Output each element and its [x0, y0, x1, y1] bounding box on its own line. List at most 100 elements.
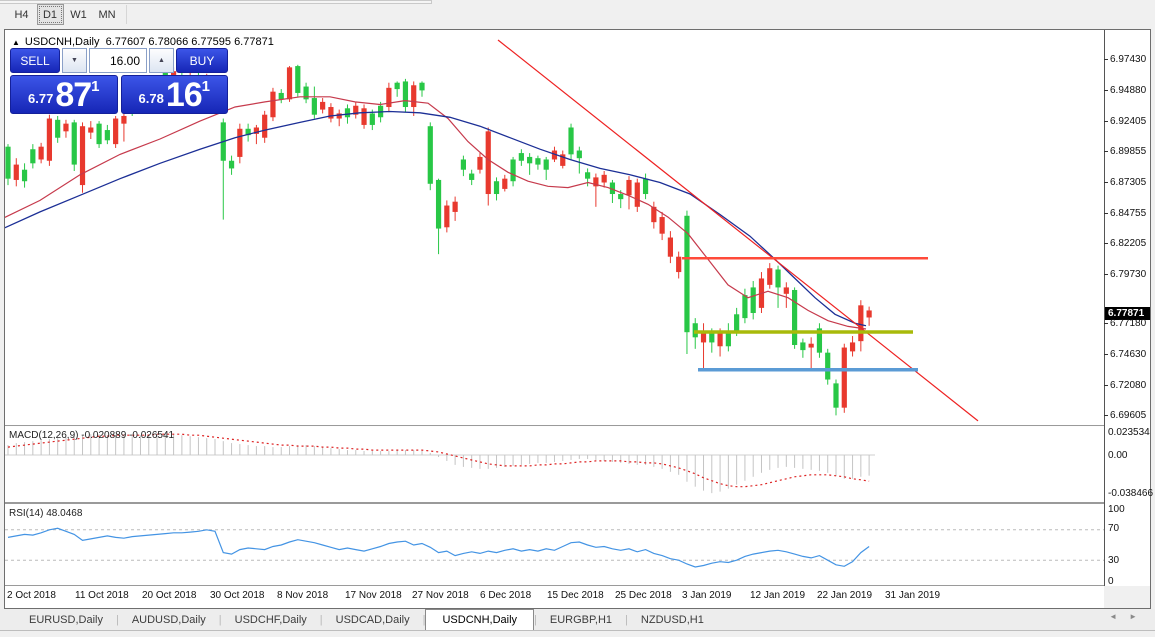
one-click-trading-panel: SELL ▼ 16.00 ▲ BUY 6.77 87 1 6.78 16 1 [10, 48, 228, 114]
macd-svg[interactable] [5, 427, 1104, 502]
tab-scroll-left-icon[interactable]: ◄ [1109, 612, 1118, 621]
timeframe-button-w1[interactable]: W1 [70, 8, 87, 21]
toolbar-groove [0, 0, 432, 4]
indicator-axis-label: 0.00 [1108, 450, 1128, 461]
symbol-title: USDCNH,Daily [24, 36, 100, 48]
candles-layer [5, 64, 872, 416]
x-axis-date-label: 31 Jan 2019 [885, 590, 941, 601]
symbol-tab-nzdusd-h1[interactable]: NZDUSD,H1 [640, 613, 704, 626]
symbol-tab-usdchf-daily[interactable]: USDCHF,Daily [234, 613, 307, 626]
sell-button[interactable]: SELL [10, 48, 60, 73]
x-axis-date-label: 30 Oct 2018 [210, 590, 265, 601]
tab-scroll-arrows: ◄ ► [1109, 612, 1137, 621]
x-axis-date-label: 20 Oct 2018 [142, 590, 197, 601]
x-axis-date-label: 17 Nov 2018 [345, 590, 402, 601]
tab-separator: | [422, 613, 426, 626]
chart-window-border [4, 608, 1151, 609]
volume-input[interactable]: 16.00 [89, 48, 147, 73]
current-price-box: 6.77871 [1105, 307, 1150, 320]
price-axis-label: 6.77180 [1110, 318, 1147, 329]
ma-fast-line [5, 96, 867, 330]
price-axis-tick [1104, 385, 1108, 386]
tab-separator: | [625, 613, 628, 626]
pane-separator [5, 585, 1150, 586]
price-axis-tick [1104, 243, 1108, 244]
rsi-pane[interactable] [5, 504, 1104, 585]
indicator-axis-label: 70 [1108, 523, 1120, 534]
timeframe-button-d1[interactable]: D1 [36, 4, 64, 25]
indicator-axis-label: 0 [1108, 576, 1114, 587]
price-axis-label: 6.87305 [1110, 177, 1147, 188]
collapse-arrow-icon[interactable]: ▲ [12, 38, 20, 47]
tab-separator: | [115, 613, 119, 626]
buy-quote-button[interactable]: 6.78 16 1 [120, 75, 228, 114]
indicator-axis-label: -0.038466 [1108, 488, 1154, 499]
symbol-tab-audusd-daily[interactable]: AUDUSD,Daily [131, 613, 206, 626]
x-axis-labels: 2 Oct 2018 11 Oct 2018 20 Oct 2018 30 Oct 2… [5, 586, 1104, 608]
sell-price-pips: 87 [55, 76, 92, 114]
rsi-line [7, 527, 870, 568]
symbol-tab-bar: EURUSD,Daily | AUDUSD,Daily | USDCHF,Daily | U… [0, 609, 1155, 631]
symbol-tab-usdcad-daily[interactable]: USDCAD,Daily [335, 613, 410, 626]
price-axis-label: 6.69605 [1110, 410, 1147, 421]
price-axis-tick [1104, 274, 1108, 275]
ohlc-values: 6.77607 6.78066 6.77595 6.77871 [105, 36, 274, 48]
pane-separator[interactable] [5, 502, 1150, 504]
x-axis-date-label: 27 Nov 2018 [412, 590, 469, 601]
x-axis-date-label: 11 Oct 2018 [75, 590, 129, 601]
price-axis-label: 6.74630 [1110, 349, 1147, 360]
x-axis-date-label: 15 Dec 2018 [547, 590, 604, 601]
price-axis-label: 6.79730 [1110, 269, 1147, 280]
price-axis-tick [1104, 90, 1108, 91]
rsi-svg[interactable] [5, 504, 1104, 585]
symbol-tab-eurusd-daily[interactable]: EURUSD,Daily [29, 613, 103, 626]
price-axis-label: 6.94880 [1110, 85, 1147, 96]
tab-separator: | [534, 613, 537, 626]
timeframe-button-mn[interactable]: MN [98, 8, 116, 21]
buy-button[interactable]: BUY [176, 48, 228, 73]
tab-separator: | [218, 613, 222, 626]
x-axis-date-label: 3 Jan 2019 [682, 590, 732, 601]
descending-trendline[interactable] [497, 39, 979, 422]
chevron-up-icon: ▲ [158, 57, 165, 64]
pane-separator[interactable] [5, 425, 1150, 427]
price-axis-label: 6.82205 [1110, 238, 1147, 249]
timeframe-toolbar: H4 D1 W1 MN [0, 0, 1155, 29]
volume-decrease-button[interactable]: ▼ [62, 48, 87, 73]
volume-increase-button[interactable]: ▲ [149, 48, 174, 73]
chart-window-border [4, 29, 5, 609]
price-axis-tick [1104, 323, 1108, 324]
x-axis-date-label: 25 Dec 2018 [615, 590, 672, 601]
macd-histogram [7, 433, 870, 494]
x-axis-date-label: 2 Oct 2018 [7, 590, 56, 601]
axis-divider [1104, 30, 1105, 586]
tab-scroll-right-icon[interactable]: ► [1129, 612, 1137, 621]
macd-pane[interactable] [5, 427, 1104, 502]
price-axis-tick [1104, 151, 1108, 152]
price-axis-tick [1104, 59, 1108, 60]
buy-price-prefix: 6.78 [138, 91, 164, 106]
price-axis-label: 6.92405 [1110, 116, 1147, 127]
symbol-tab-usdcnh-daily[interactable]: USDCNH,Daily [425, 609, 535, 630]
price-axis-label: 6.72080 [1110, 380, 1147, 391]
rsi-label: RSI(14) 48.0468 [9, 508, 83, 519]
indicator-axis-label: 100 [1108, 504, 1125, 515]
chart-window-border [1150, 29, 1151, 609]
sell-quote-button[interactable]: 6.77 87 1 [10, 75, 118, 114]
x-axis-date-label: 22 Jan 2019 [817, 590, 873, 601]
timeframe-button-h4[interactable]: H4 [14, 8, 29, 21]
symbol-tab-eurgbp-h1[interactable]: EURGBP,H1 [549, 613, 613, 626]
chart-title: ▲ USDCNH,Daily 6.77607 6.78066 6.77595 6.… [12, 36, 274, 48]
macd-label: MACD(12,26,9) -0.020889 -0.026541 [9, 430, 175, 441]
price-axis-tick [1104, 354, 1108, 355]
macd-signal-line [7, 433, 870, 488]
buy-price-pips: 16 [165, 76, 203, 114]
x-axis-date-label: 8 Nov 2018 [277, 590, 329, 601]
toolbar-divider [126, 5, 127, 24]
price-axis-tick [1104, 213, 1108, 214]
macd-values: -0.020889 -0.026541 [81, 430, 175, 441]
indicator-axis-label: 30 [1108, 555, 1120, 566]
x-axis-date-label: 6 Dec 2018 [480, 590, 532, 601]
window-bottom-edge [0, 632, 1155, 637]
